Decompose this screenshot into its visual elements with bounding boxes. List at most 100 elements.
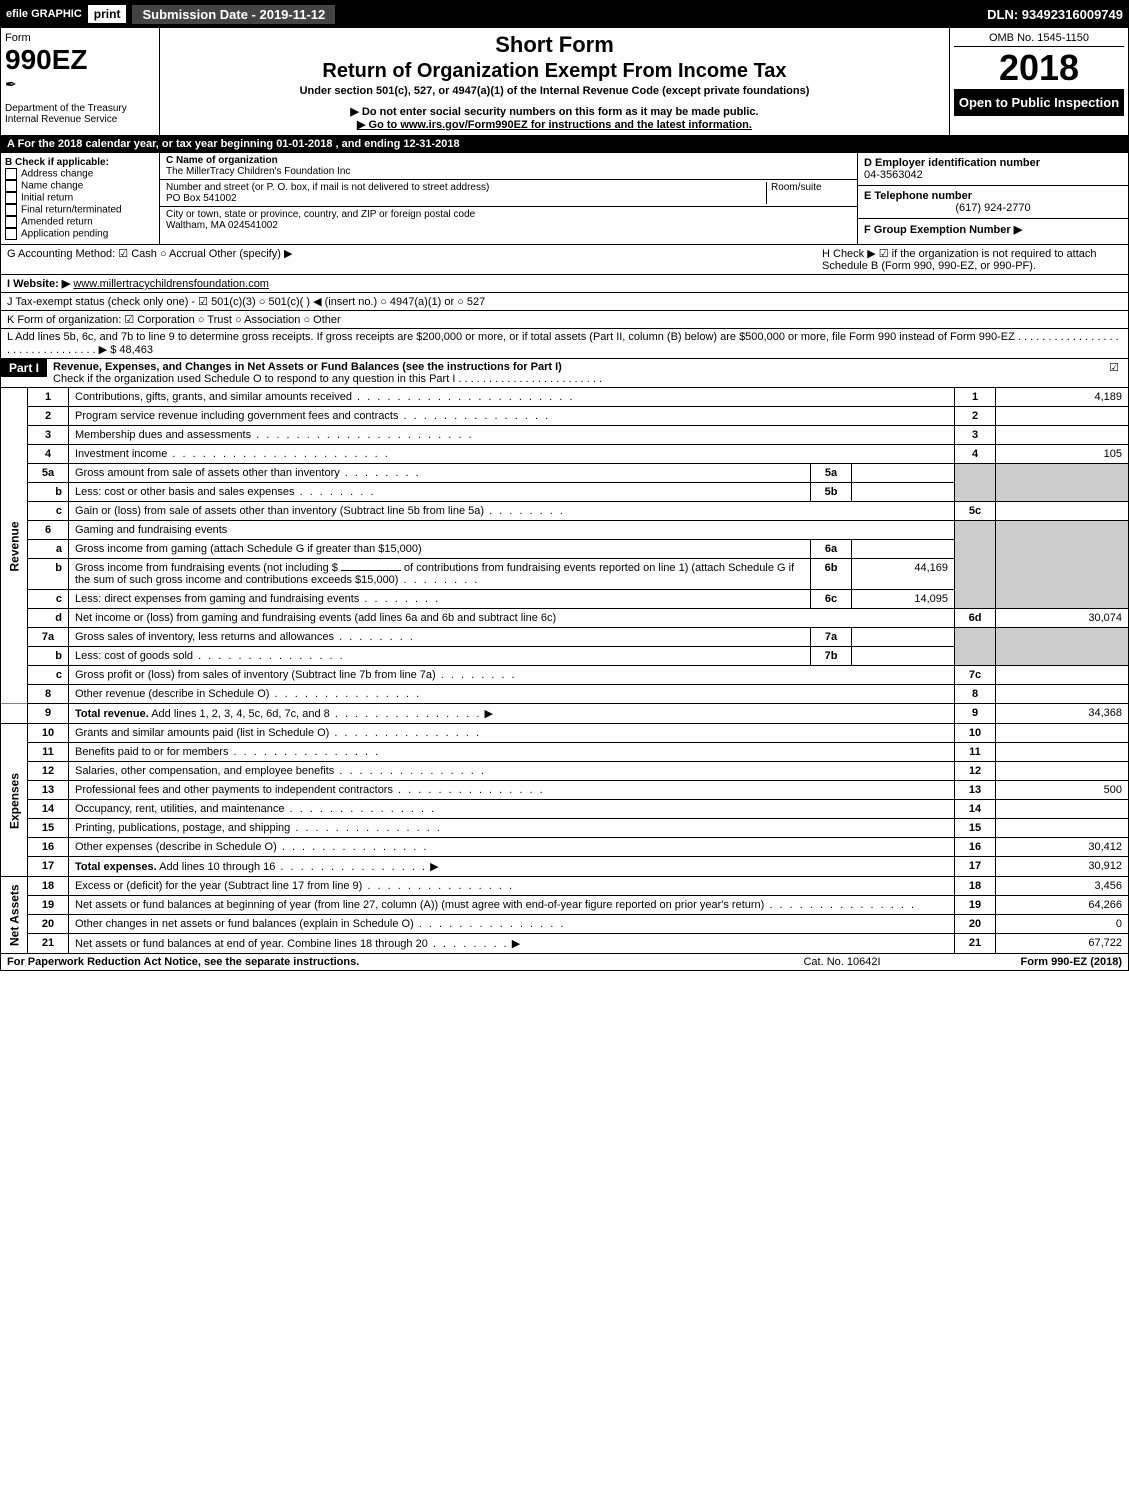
part-1-header: Part I Revenue, Expenses, and Changes in… (0, 359, 1129, 388)
print-button[interactable]: print (88, 5, 127, 23)
line-7a-sub: 7a (811, 628, 852, 647)
box-c-addr-label: Number and street (or P. O. box, if mail… (166, 182, 489, 193)
line-15-desc: Printing, publications, postage, and shi… (75, 822, 290, 834)
line-6c-no: c (28, 590, 69, 609)
line-11: 11 Benefits paid to or for members 11 (1, 743, 1129, 762)
line-19-val: 64,266 (996, 896, 1129, 915)
line-7c-val (996, 666, 1129, 685)
under-section: Under section 501(c), 527, or 4947(a)(1)… (168, 85, 941, 97)
line-k: K Form of organization: ☑ Corporation ○ … (0, 311, 1129, 329)
line-5c: c Gain or (loss) from sale of assets oth… (1, 502, 1129, 521)
line-17-val: 30,912 (996, 857, 1129, 877)
chk-application-pending[interactable] (5, 228, 17, 240)
part-1-checkbox[interactable]: ☑ (1100, 359, 1128, 376)
line-5b-no: b (28, 483, 69, 502)
line-5a-subval (852, 464, 955, 483)
irs-label: Internal Revenue Service (5, 114, 155, 125)
line-5c-val (996, 502, 1129, 521)
line-6a-desc: Gross income from gaming (attach Schedul… (75, 543, 422, 555)
line-2-no: 2 (28, 407, 69, 426)
line-7ab-shaded (955, 628, 996, 666)
line-5a-sub: 5a (811, 464, 852, 483)
box-f-label: F Group Exemption Number ▶ (864, 224, 1022, 236)
line-4-col: 4 (955, 445, 996, 464)
line-9: 9 Total revenue. Add lines 1, 2, 3, 4, 5… (1, 704, 1129, 724)
short-form-title: Short Form (168, 32, 941, 58)
line-2-val (996, 407, 1129, 426)
line-12-no: 12 (28, 762, 69, 781)
line-6c-sub: 6c (811, 590, 852, 609)
line-7ab-shaded-val (996, 628, 1129, 666)
return-title: Return of Organization Exempt From Incom… (168, 60, 941, 83)
dln-label: DLN: 93492316009749 (987, 7, 1123, 22)
line-6: 6 Gaming and fundraising events (1, 521, 1129, 540)
ein-value: 04-3563042 (864, 169, 1122, 181)
line-5c-no: c (28, 502, 69, 521)
line-6d-no: d (28, 609, 69, 628)
line-6b-desc1: Gross income from fundraising events (no… (75, 562, 338, 574)
line-6c-subval: 14,095 (852, 590, 955, 609)
top-bar: efile GRAPHIC print Submission Date - 20… (0, 0, 1129, 28)
line-18-col: 18 (955, 877, 996, 896)
submission-date: Submission Date - 2019-11-12 (132, 5, 335, 24)
line-3-no: 3 (28, 426, 69, 445)
line-5ab-shaded-val (996, 464, 1129, 502)
chk-amended-return[interactable] (5, 216, 17, 228)
line-19-desc: Net assets or fund balances at beginning… (75, 899, 764, 911)
line-17-col: 17 (955, 857, 996, 877)
line-16-col: 16 (955, 838, 996, 857)
line-8-desc: Other revenue (describe in Schedule O) (75, 688, 269, 700)
line-11-no: 11 (28, 743, 69, 762)
line-5b-sub: 5b (811, 483, 852, 502)
line-1-val: 4,189 (996, 388, 1129, 407)
line-16-desc: Other expenses (describe in Schedule O) (75, 841, 277, 853)
line-18: Net Assets 18 Excess or (deficit) for th… (1, 877, 1129, 896)
website-value[interactable]: www.millertracychildrensfoundation.com (73, 278, 269, 290)
line-14: 14 Occupancy, rent, utilities, and maint… (1, 800, 1129, 819)
goto-link[interactable]: ▶ Go to www.irs.gov/Form990EZ for instru… (168, 118, 941, 131)
chk-address-change[interactable] (5, 168, 17, 180)
line-21-col: 21 (955, 934, 996, 954)
line-2: 2 Program service revenue including gove… (1, 407, 1129, 426)
page-footer: For Paperwork Reduction Act Notice, see … (0, 954, 1129, 971)
line-13-val: 500 (996, 781, 1129, 800)
line-3-col: 3 (955, 426, 996, 445)
line-9-desc: Add lines 1, 2, 3, 4, 5c, 6d, 7c, and 8 (151, 708, 330, 720)
line-12-col: 12 (955, 762, 996, 781)
dept-treasury: Department of the Treasury (5, 103, 155, 114)
line-6-shaded-val (996, 521, 1129, 609)
phone-value: (617) 924-2770 (864, 202, 1122, 214)
line-10-col: 10 (955, 724, 996, 743)
lbl-name-change: Name change (21, 181, 83, 192)
line-3-desc: Membership dues and assessments (75, 429, 251, 441)
org-city: Waltham, MA 024541002 (166, 220, 851, 231)
line-20-col: 20 (955, 915, 996, 934)
efile-label: efile GRAPHIC (6, 8, 82, 20)
line-7a-desc: Gross sales of inventory, less returns a… (75, 631, 334, 643)
line-20: 20 Other changes in net assets or fund b… (1, 915, 1129, 934)
line-1-no: 1 (28, 388, 69, 407)
line-2-col: 2 (955, 407, 996, 426)
line-18-no: 18 (28, 877, 69, 896)
line-7c-col: 7c (955, 666, 996, 685)
chk-initial-return[interactable] (5, 192, 17, 204)
line-6d: d Net income or (loss) from gaming and f… (1, 609, 1129, 628)
footer-right: Form 990-EZ (2018) (942, 956, 1122, 968)
line-6d-col: 6d (955, 609, 996, 628)
line-8-col: 8 (955, 685, 996, 704)
part-1-label: Part I (1, 359, 47, 377)
line-19-col: 19 (955, 896, 996, 915)
line-18-desc: Excess or (deficit) for the year (Subtra… (75, 880, 362, 892)
line-g: G Accounting Method: ☑ Cash ○ Accrual Ot… (7, 247, 822, 260)
period-row: A For the 2018 calendar year, or tax yea… (0, 136, 1129, 153)
line-10-val (996, 724, 1129, 743)
line-g-h: G Accounting Method: ☑ Cash ○ Accrual Ot… (0, 245, 1129, 275)
line-6d-desc: Net income or (loss) from gaming and fun… (75, 612, 556, 624)
org-address: PO Box 541002 (166, 193, 766, 204)
chk-final-return[interactable] (5, 204, 17, 216)
box-b-title: B Check if applicable: (5, 157, 155, 168)
line-14-desc: Occupancy, rent, utilities, and maintena… (75, 803, 285, 815)
line-5b-desc: Less: cost or other basis and sales expe… (75, 486, 295, 498)
line-4-desc: Investment income (75, 448, 167, 460)
chk-name-change[interactable] (5, 180, 17, 192)
